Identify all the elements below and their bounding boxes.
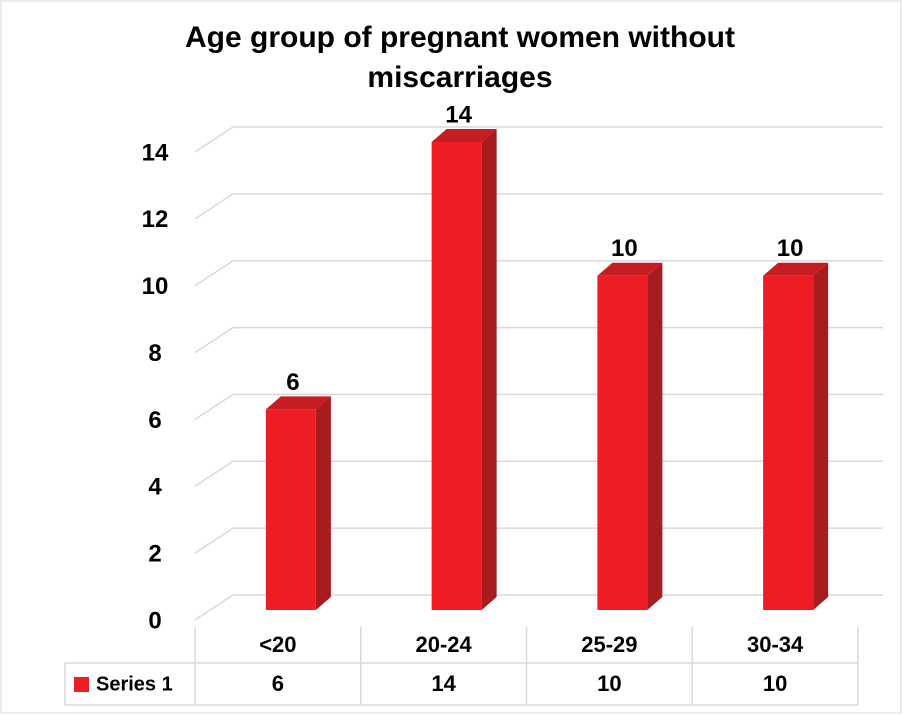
table-value: 6 [272, 671, 284, 696]
bar-side [647, 262, 663, 610]
grid-line [194, 594, 883, 621]
y-tick-label: 0 [148, 607, 161, 634]
bar-top [763, 262, 829, 276]
data-label: 6 [286, 369, 299, 396]
grid-line [194, 460, 883, 487]
data-label: 10 [611, 235, 638, 262]
grid-line [194, 126, 883, 153]
grid-line [194, 326, 883, 354]
bar-top [431, 129, 497, 142]
table-value: 14 [431, 671, 456, 696]
x-tick-label: 20-24 [415, 632, 472, 657]
table-value: 10 [597, 671, 621, 696]
grid-line [194, 193, 883, 220]
bar-top [265, 396, 331, 410]
x-tick-label: 25-29 [581, 632, 637, 657]
bar [431, 142, 482, 610]
y-tick-label: 4 [148, 474, 162, 501]
y-tick-label: 14 [142, 139, 169, 166]
y-tick-label: 2 [148, 540, 161, 567]
x-tick-label: <20 [259, 632, 296, 657]
table-value: 10 [763, 671, 787, 696]
chart-title: Age group of pregnant women without misc… [185, 21, 735, 94]
bar [597, 275, 648, 610]
bar-top [597, 262, 663, 276]
x-tick-label: 30-34 [747, 632, 804, 657]
y-tick-label: 12 [142, 206, 169, 233]
bar [763, 275, 814, 610]
bar-side [813, 262, 829, 610]
y-tick-label: 8 [148, 340, 161, 367]
bar-side [315, 396, 331, 610]
y-tick-label: 6 [148, 407, 161, 434]
legend-swatch [74, 677, 89, 692]
grid-line [194, 393, 883, 421]
bar [265, 409, 316, 610]
grid-line [194, 527, 883, 554]
y-tick-label: 10 [142, 273, 169, 300]
bar-side [481, 129, 497, 610]
data-label: 10 [777, 235, 804, 262]
data-label: 14 [445, 101, 472, 128]
grid-line [194, 259, 883, 287]
legend-label: Series 1 [96, 673, 173, 695]
